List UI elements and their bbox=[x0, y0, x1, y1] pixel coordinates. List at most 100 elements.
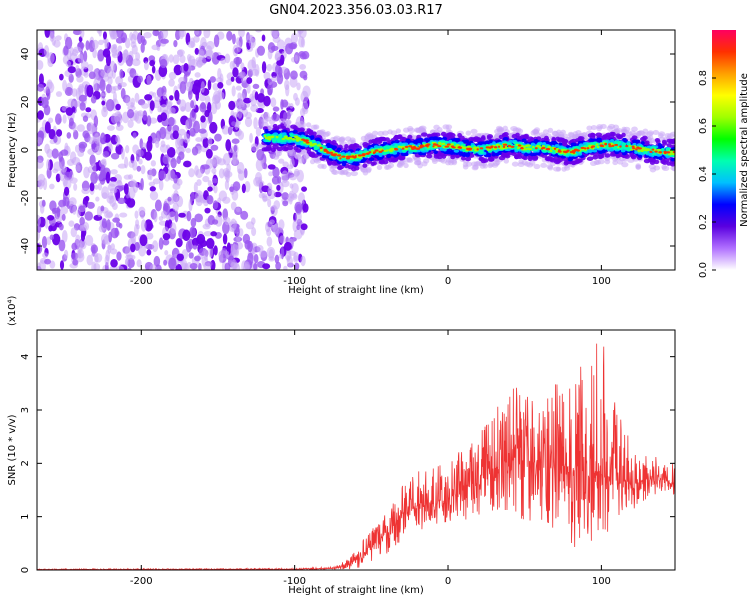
heatmap-cell bbox=[261, 34, 266, 42]
heatmap-cell bbox=[622, 137, 627, 142]
heatmap-cell bbox=[213, 245, 218, 256]
heatmap-cell bbox=[517, 161, 525, 168]
heatmap-cell bbox=[229, 60, 235, 70]
heatmap-cell bbox=[303, 131, 309, 136]
heatmap-cell bbox=[207, 79, 212, 91]
heatmap-cell bbox=[136, 165, 142, 172]
heatmap-cell bbox=[372, 161, 377, 166]
heatmap-cell bbox=[371, 130, 379, 136]
heatmap-cell bbox=[450, 154, 456, 160]
heatmap-cell bbox=[62, 114, 67, 124]
heatmap-cell bbox=[137, 32, 143, 45]
heatmap-cell bbox=[266, 228, 272, 237]
heatmap-cell bbox=[101, 90, 107, 97]
heatmap-cell bbox=[190, 217, 197, 228]
heatmap-cell bbox=[115, 134, 120, 143]
heatmap-cell bbox=[107, 244, 112, 255]
heatmap-cell bbox=[52, 168, 59, 174]
heatmap-cell bbox=[305, 122, 312, 128]
heatmap-cell bbox=[131, 58, 141, 67]
heatmap-cell bbox=[71, 88, 78, 97]
heatmap-cell bbox=[298, 192, 305, 204]
heatmap-cell bbox=[289, 174, 297, 181]
heatmap-cell bbox=[114, 111, 122, 124]
heatmap-cell bbox=[129, 102, 135, 108]
heatmap-cell bbox=[210, 144, 219, 151]
heatmap-cell bbox=[471, 165, 479, 171]
heatmap-cell bbox=[267, 198, 272, 208]
heatmap-cell bbox=[386, 154, 392, 159]
heatmap-cell bbox=[72, 46, 82, 54]
heatmap-cell bbox=[178, 151, 185, 161]
heatmap-cell bbox=[143, 31, 152, 39]
heatmap-cell bbox=[203, 230, 213, 237]
heatmap-cell bbox=[38, 73, 44, 86]
heatmap-cell bbox=[250, 104, 259, 112]
heatmap-cell bbox=[174, 89, 180, 102]
heatmap-cell bbox=[188, 198, 193, 212]
heatmap-cell bbox=[281, 192, 289, 201]
heatmap-cell bbox=[670, 157, 675, 162]
heatmap-cell bbox=[167, 169, 172, 181]
heatmap-cell bbox=[126, 254, 136, 261]
heatmap-cell bbox=[193, 35, 200, 43]
heatmap-cell bbox=[63, 249, 69, 260]
heatmap-cell bbox=[249, 132, 253, 144]
heatmap-cell bbox=[104, 254, 110, 266]
heatmap-cell bbox=[240, 210, 249, 220]
heatmap-cell bbox=[508, 139, 513, 144]
heatmap-cell bbox=[120, 147, 125, 160]
heatmap-cell bbox=[574, 145, 580, 149]
heatmap-cell bbox=[283, 139, 287, 142]
heatmap-cell bbox=[407, 134, 413, 140]
heatmap-cell bbox=[190, 191, 195, 202]
heatmap-cell bbox=[635, 164, 642, 170]
heatmap-cell bbox=[84, 211, 94, 221]
heatmap-cell bbox=[110, 152, 120, 160]
heatmap-cell bbox=[608, 148, 615, 152]
heatmap-cell bbox=[382, 152, 387, 156]
heatmap-cell bbox=[159, 126, 167, 140]
heatmap-cell bbox=[290, 32, 299, 44]
heatmap-cell bbox=[403, 162, 409, 169]
heatmap-cell bbox=[61, 213, 66, 221]
heatmap-cell bbox=[255, 126, 262, 137]
heatmap-cell bbox=[612, 147, 617, 150]
heatmap-cell bbox=[146, 115, 152, 127]
heatmap-cell bbox=[191, 82, 201, 95]
heatmap-cell bbox=[621, 162, 629, 168]
heatmap-cell bbox=[288, 196, 293, 205]
heatmap-cell bbox=[100, 205, 105, 212]
heatmap-cell bbox=[495, 152, 500, 157]
heatmap-cell bbox=[278, 253, 283, 259]
heatmap-cell bbox=[79, 101, 86, 111]
heatmap-cell bbox=[203, 249, 209, 261]
heatmap-cell bbox=[153, 255, 161, 267]
heatmap-cell bbox=[160, 140, 166, 148]
heatmap-cell bbox=[202, 175, 210, 183]
heatmap-cell bbox=[231, 138, 240, 144]
heatmap-cell bbox=[246, 82, 251, 94]
heatmap-cell bbox=[234, 121, 239, 131]
heatmap-cell bbox=[268, 171, 274, 177]
heatmap-cell bbox=[97, 49, 105, 62]
heatmap-cell bbox=[53, 135, 58, 143]
heatmap-cell bbox=[300, 145, 305, 150]
heatmap-cell bbox=[106, 219, 111, 232]
heatmap-cell bbox=[266, 236, 273, 247]
heatmap-cell bbox=[168, 211, 177, 221]
heatmap-cell bbox=[267, 48, 273, 60]
heatmap-cell bbox=[267, 88, 273, 96]
heatmap-cell bbox=[93, 115, 99, 128]
heatmap-cell bbox=[202, 223, 211, 230]
heatmap-cell bbox=[185, 119, 189, 130]
heatmap-cell bbox=[286, 254, 291, 262]
heatmap-cell bbox=[375, 139, 383, 145]
heatmap-cell bbox=[153, 210, 158, 223]
heatmap-cell bbox=[37, 110, 44, 120]
heatmap-cell bbox=[231, 156, 239, 166]
heatmap-cell bbox=[115, 124, 124, 131]
heatmap-cell bbox=[258, 176, 262, 189]
heatmap-cell bbox=[179, 81, 187, 94]
heatmap-cell bbox=[127, 119, 134, 129]
